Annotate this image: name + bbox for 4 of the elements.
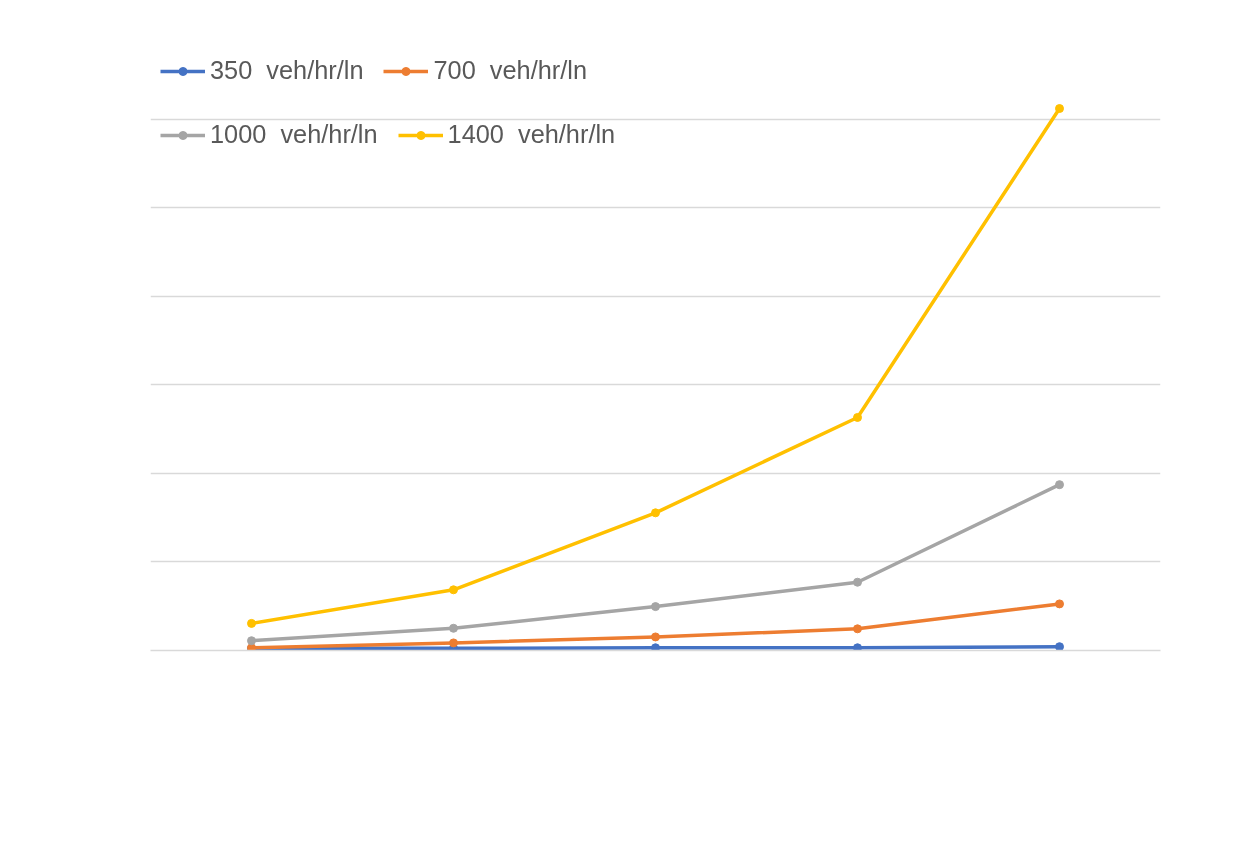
legend-label: 700 veh/hr/ln xyxy=(433,56,587,85)
legend-label: 1000 veh/hr/ln xyxy=(210,120,378,149)
legend-label: 350 veh/hr/ln xyxy=(210,56,364,85)
legend-label: 1400 veh/hr/ln xyxy=(447,120,616,149)
